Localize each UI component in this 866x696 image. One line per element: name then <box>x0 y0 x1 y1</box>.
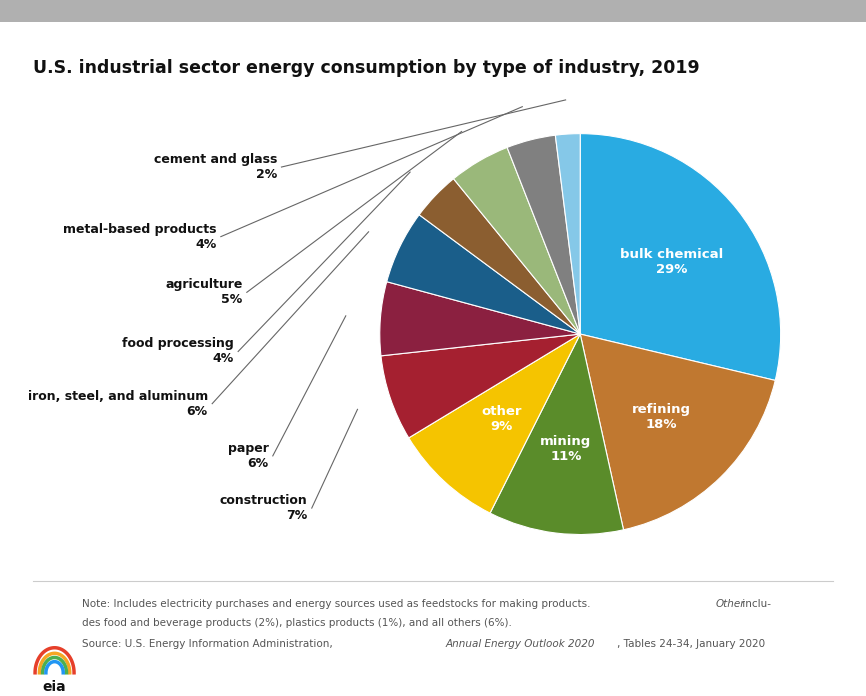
Text: U.S. industrial sector energy consumption by type of industry, 2019: U.S. industrial sector energy consumptio… <box>33 59 700 77</box>
Text: Source: U.S. Energy Information Administration,: Source: U.S. Energy Information Administ… <box>82 639 336 649</box>
Wedge shape <box>555 134 580 334</box>
Wedge shape <box>419 179 580 334</box>
Text: Other: Other <box>715 599 745 608</box>
Wedge shape <box>490 334 624 535</box>
Wedge shape <box>380 282 580 356</box>
Wedge shape <box>580 334 775 530</box>
Text: other
9%: other 9% <box>481 406 521 434</box>
Wedge shape <box>381 334 580 438</box>
Text: bulk chemical
29%: bulk chemical 29% <box>620 248 723 276</box>
Text: construction
7%: construction 7% <box>220 494 307 522</box>
Wedge shape <box>507 135 580 334</box>
Text: iron, steel, and aluminum
6%: iron, steel, and aluminum 6% <box>28 390 208 418</box>
Text: paper
6%: paper 6% <box>228 442 268 470</box>
Text: Note: Includes electricity purchases and energy sources used as feedstocks for m: Note: Includes electricity purchases and… <box>82 599 594 608</box>
Text: refining
18%: refining 18% <box>632 403 691 431</box>
Wedge shape <box>580 134 780 381</box>
Text: , Tables 24-34, January 2020: , Tables 24-34, January 2020 <box>617 639 765 649</box>
Text: agriculture
5%: agriculture 5% <box>165 278 242 306</box>
Wedge shape <box>409 334 580 513</box>
Text: inclu-: inclu- <box>739 599 771 608</box>
Text: eia: eia <box>42 680 67 694</box>
Wedge shape <box>387 215 580 334</box>
Text: cement and glass
2%: cement and glass 2% <box>154 153 277 181</box>
Wedge shape <box>454 148 580 334</box>
Text: food processing
4%: food processing 4% <box>122 338 234 365</box>
Text: Annual Energy Outlook 2020: Annual Energy Outlook 2020 <box>446 639 596 649</box>
Text: mining
11%: mining 11% <box>540 436 591 464</box>
Text: des food and beverage products (2%), plastics products (1%), and all others (6%): des food and beverage products (2%), pla… <box>82 618 512 628</box>
Text: metal-based products
4%: metal-based products 4% <box>63 223 216 251</box>
